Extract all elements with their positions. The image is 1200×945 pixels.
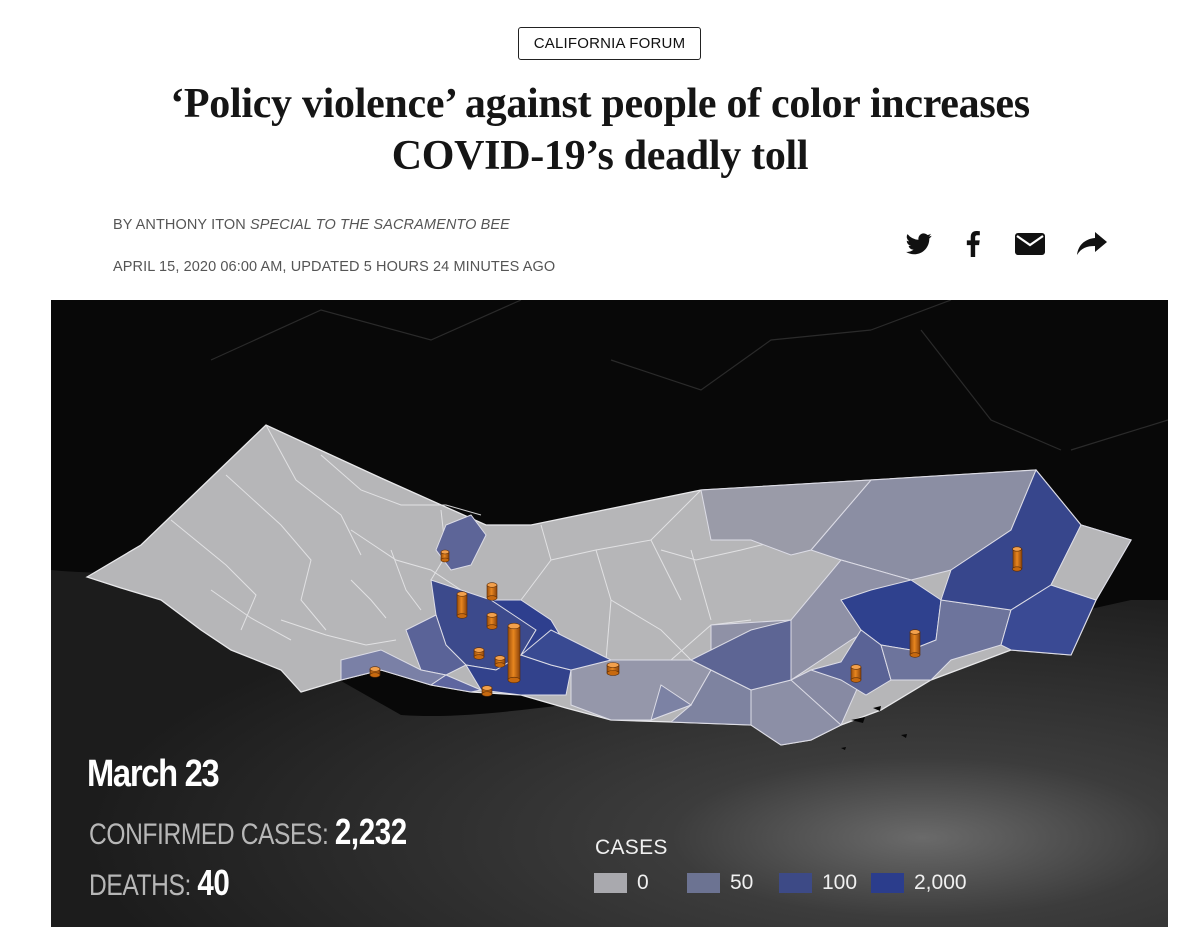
headline-line-2: COVID-19’s deadly toll <box>391 133 809 179</box>
legend-label: 100 <box>822 871 858 894</box>
legend-label: 0 <box>637 871 649 894</box>
email-share-button[interactable] <box>1012 228 1048 260</box>
email-icon <box>1015 233 1045 255</box>
byline: BY ANTHONY ITON SPECIAL TO THE SACRAMENT… <box>113 217 510 233</box>
twitter-share-button[interactable] <box>902 228 936 260</box>
legend-item: 50 <box>687 871 753 895</box>
covid-map-graphic: March 23 CONFIRMED CASES: 2,232 DEATHS: … <box>51 300 1168 927</box>
legend-swatch <box>871 873 904 893</box>
author-affiliation: SPECIAL TO THE SACRAMENTO BEE <box>249 217 510 233</box>
author-name: BY ANTHONY ITON <box>113 217 246 233</box>
deaths-label: DEATHS: <box>89 869 191 902</box>
dateline: APRIL 15, 2020 06:00 AM, UPDATED 5 HOURS… <box>113 259 556 275</box>
more-share-button[interactable] <box>1074 228 1110 260</box>
legend-title: CASES <box>595 836 668 859</box>
legend-item: 2,000 <box>871 871 967 895</box>
share-icon <box>1077 232 1107 255</box>
legend-label: 50 <box>730 871 754 894</box>
legend-swatch <box>687 873 720 893</box>
confirmed-cases-value: 2,232 <box>334 811 407 852</box>
legend-swatch <box>779 873 812 893</box>
deaths-value: 40 <box>197 862 230 903</box>
headline-line-1: ‘Policy violence’ against people of colo… <box>170 81 1030 127</box>
confirmed-cases-label: CONFIRMED CASES: <box>89 818 329 851</box>
map-date: March 23 <box>87 753 220 795</box>
facebook-share-button[interactable] <box>960 228 986 260</box>
facebook-icon <box>966 231 980 257</box>
deaths: DEATHS: 40 <box>89 862 230 904</box>
headline: ‘Policy violence’ against people of colo… <box>60 78 1140 182</box>
legend-label: 2,000 <box>914 871 967 894</box>
legend-item: 0 <box>594 871 649 895</box>
legend-swatch <box>594 873 627 893</box>
twitter-icon <box>906 233 932 255</box>
legend-item: 100 <box>779 871 857 895</box>
california-county-map <box>51 300 1168 927</box>
confirmed-cases: CONFIRMED CASES: 2,232 <box>89 811 407 853</box>
section-tag[interactable]: CALIFORNIA FORUM <box>518 27 701 60</box>
